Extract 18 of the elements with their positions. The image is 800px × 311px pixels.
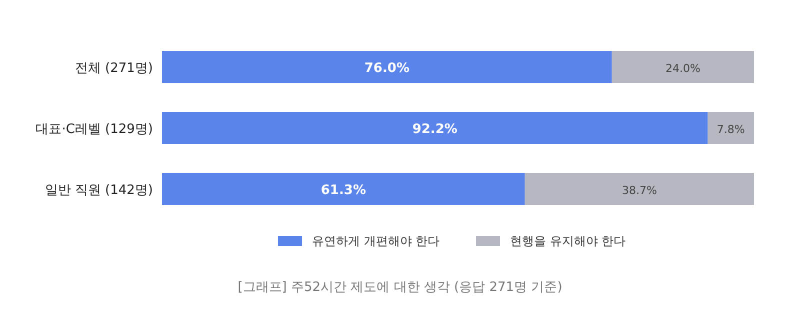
legend-label: 현행을 유지해야 한다 (510, 234, 626, 248)
bar (162, 51, 612, 83)
bar (162, 112, 708, 144)
data-label: 7.8% (716, 123, 745, 136)
y-tick-label: 일반 직원 (142명) (44, 183, 153, 198)
bar (524, 173, 754, 205)
legend-label: 유연하게 개편해야 한다 (312, 234, 440, 248)
data-label: 38.7% (622, 184, 657, 197)
data-label: 76.0% (364, 61, 410, 76)
data-label: 92.2% (412, 122, 458, 137)
bar (708, 112, 754, 144)
bar (612, 51, 754, 83)
data-label: 24.0% (665, 62, 700, 75)
bar (162, 173, 525, 205)
text: [그래프] 주52시간 제도에 대한 생각 (응답 271명 기준) (238, 280, 562, 295)
y-tick-label: 전체 (271명) (74, 61, 153, 76)
data-label: 61.3% (320, 183, 366, 198)
y-tick-label: 대표·C레벨 (129명) (36, 122, 153, 137)
